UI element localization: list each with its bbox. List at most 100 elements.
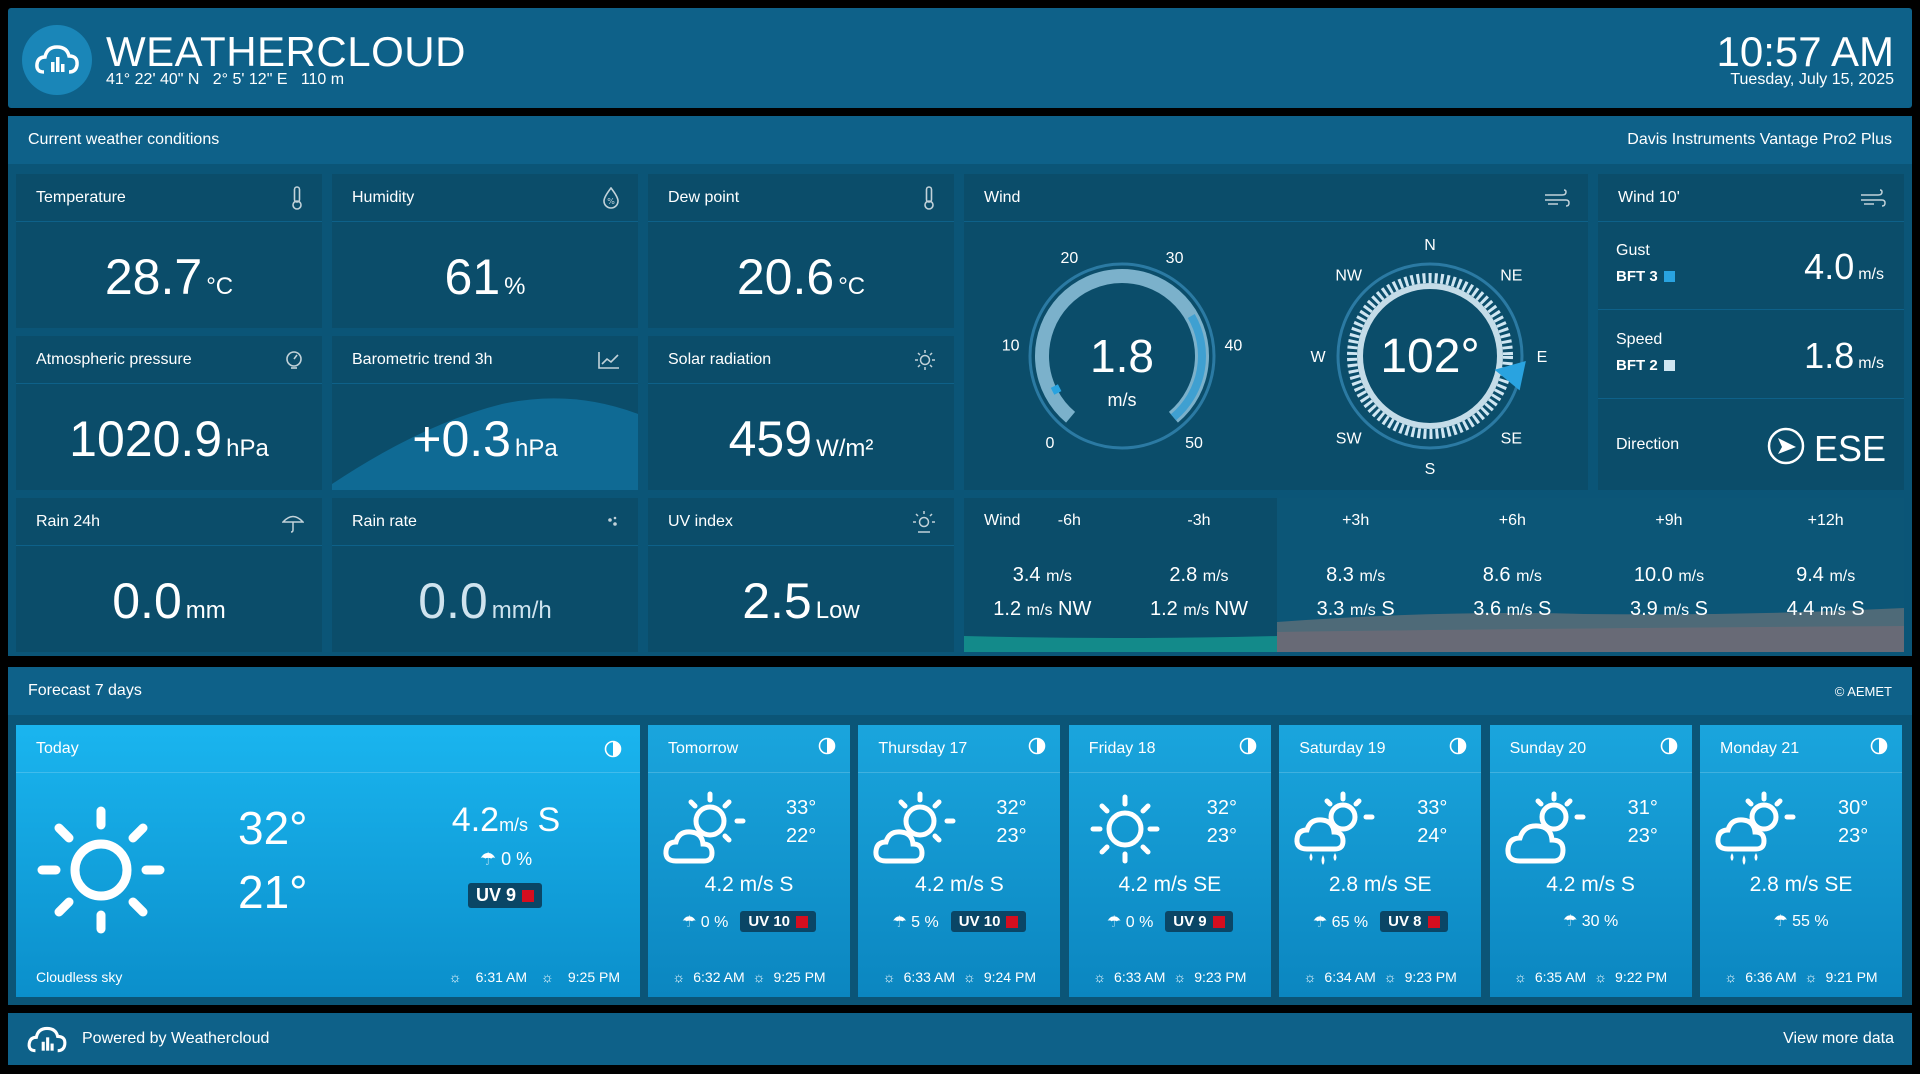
speed-gauge-highlight	[1170, 314, 1206, 421]
forecast-day-card[interactable]: Friday 18 32° 23° 4.2 m/s SE ☂ 0 % UV 9 ☼ 6:33 …	[1068, 725, 1271, 997]
forecast-min-temp: 23°	[996, 825, 1027, 847]
sunrise-icon: ☼	[1513, 969, 1527, 985]
compass-labels: N NE E SE S SW W NW	[1310, 237, 1547, 478]
weathercloud-logo-icon[interactable]	[22, 25, 92, 95]
direction-row: Direction ESE	[1598, 400, 1904, 490]
card-label: Temperature	[36, 188, 126, 206]
card-label: Wind 10'	[1618, 188, 1680, 206]
sunrise-icon: ☼	[882, 969, 896, 985]
speed-beaufort-swatch	[1663, 360, 1675, 371]
view-more-data-link[interactable]: View more data	[1783, 1030, 1894, 1047]
wind-forecast-speed: 9.4	[1796, 564, 1824, 586]
moon-phase-icon	[604, 740, 622, 757]
dewpoint-card[interactable]: Dew point 20.6 °C	[648, 174, 954, 328]
today-sunrise: 6:31 AM	[475, 969, 528, 985]
forecast-sunset: 9:23 PM	[1194, 969, 1247, 985]
humidity-card[interactable]: Humidity % 61%	[332, 174, 638, 328]
forecast-sunrise: 6:35 AM	[1534, 969, 1587, 985]
sunset-icon: ☼	[1594, 969, 1608, 985]
forecast-day-card[interactable]: Saturday 19 33° 24° 2.8 m/s SE ☂ 65 % UV 8 ☼ 6:…	[1279, 725, 1482, 997]
forecast-max-temp: 32°	[1206, 797, 1238, 819]
moon-phase-icon	[818, 737, 836, 760]
wind-card[interactable]: Wind 0 10 20 30 40 50 1.8 m/s N NE E SE S SW W NW 10…	[964, 174, 1588, 490]
direction-arrow-icon	[1767, 427, 1805, 465]
rain-drops-icon	[608, 516, 617, 526]
today-rain-chance: 0 %	[501, 849, 533, 869]
wind-speed-unit: m/s	[1108, 390, 1137, 410]
speed-gauge-tick-label: 10	[1002, 337, 1020, 354]
wind-forecast-card[interactable]: Wind -6h 3.4 m/s 1.2 m/s NW -3h 2.8 m/s 1.2 m…	[964, 498, 1904, 652]
temperature-card[interactable]: Temperature 28.7 °C	[16, 174, 322, 328]
forecast-day-card[interactable]: Thursday 17 32° 23° 4.2 m/s S ☂ 5 % UV 10 ☼ 6:3…	[858, 725, 1061, 997]
today-wind-dir: S	[537, 801, 561, 839]
direction-value: ESE	[1813, 428, 1886, 469]
sunset-icon: ☼	[541, 969, 554, 985]
wind-speed-gauge: 0 10 20 30 40 50 1.8 m/s	[1002, 250, 1243, 452]
forecast-min-temp: 23°	[1206, 825, 1238, 847]
forecast-sunset: 9:24 PM	[983, 969, 1036, 985]
rain24-unit: mm	[185, 597, 226, 624]
rainrate-card[interactable]: Rain rate 0.0 mm/h	[332, 498, 638, 652]
forecast-rain-chance: 0 %	[700, 913, 729, 931]
partly-sunny-icon	[872, 791, 956, 872]
wind-forecast-column: +6h 8.6 m/s 3.6 m/s S	[1434, 498, 1591, 652]
compass-label: N	[1424, 237, 1436, 254]
forecast-day-card[interactable]: Monday 21 30° 23° 2.8 m/s SE ☂ 55 % ☼ 6:36 AM ☼…	[1700, 725, 1902, 997]
gust-value: 4.0	[1804, 246, 1855, 287]
wind-forecast-gust: 1.2	[1149, 598, 1178, 620]
sun-icon	[37, 806, 165, 934]
forecast-today-card[interactable]: Today 32° 21° 4.2m/s S ☂ 0 % UV 9 Cloudl…	[16, 725, 640, 997]
pressure-card[interactable]: Atmospheric pressure 1020.9 hPa	[16, 336, 322, 490]
moon-phase-icon	[1660, 737, 1678, 760]
today-sunset: 9:25 PM	[567, 969, 620, 985]
rain-sun-icon	[1714, 791, 1798, 872]
forecast-day-label: Monday 21	[1720, 739, 1800, 757]
wind10-card[interactable]: Wind 10' Gust BFT 3 4.0 m/s Speed BFT 2 1…	[1598, 174, 1904, 490]
solar-card[interactable]: Solar radiation 459 W/m²	[648, 336, 954, 490]
wind-forecast-speed: 8.6	[1482, 564, 1511, 586]
umbrella-icon	[282, 515, 304, 533]
thermometer-icon	[924, 185, 934, 210]
wind-forecast-unit: m/s	[1359, 568, 1386, 585]
wind-forecast-direction: S	[1538, 598, 1552, 620]
powered-by-link[interactable]: Powered by Weathercloud	[82, 1030, 270, 1047]
uv-sun-icon	[913, 510, 935, 533]
wind-gauges: 0 10 20 30 40 50 1.8 m/s N NE E SE S SW W NW 102°	[1002, 237, 1548, 478]
baro-trend-value: +0.3	[412, 411, 511, 467]
temperature-value: 28.7	[104, 249, 203, 305]
current-conditions-bar: Current weather conditions Davis Instrum…	[8, 116, 1912, 164]
forecast-min-temp: 24°	[1417, 825, 1448, 847]
rain24-card[interactable]: Rain 24h 0.0 mm	[16, 498, 322, 652]
header-bar: WEATHERCLOUD 41° 22' 40" N 2° 5' 12" E 1…	[8, 8, 1912, 108]
forecast-wind: 2.8 m/s SE	[1749, 873, 1853, 896]
wind-forecast-speed: 3.4	[1012, 564, 1041, 586]
today-description: Cloudless sky	[36, 969, 123, 985]
moon-phase-icon	[1239, 737, 1257, 760]
wind-forecast-unit: m/s	[1829, 568, 1856, 585]
forecast-day-card[interactable]: Tomorrow 33° 22° 4.2 m/s S ☂ 0 % UV 10 ☼ 6:32 A…	[648, 725, 850, 997]
umbrella-icon: ☂	[1773, 913, 1788, 930]
forecast-sunset: 9:25 PM	[773, 969, 826, 985]
forecast-sunset: 9:23 PM	[1404, 969, 1457, 985]
moon-phase-icon	[1028, 737, 1046, 760]
baro-trend-card[interactable]: Barometric trend 3h +0.3 hPa	[332, 336, 638, 490]
brand-title: WEATHERCLOUD	[106, 28, 466, 75]
forecast-min-temp: 23°	[1627, 825, 1658, 847]
uv-card[interactable]: UV index 2.5 Low	[648, 498, 954, 652]
wind-forecast-gust: 3.3	[1316, 598, 1345, 620]
forecast-wind: 2.8 m/s SE	[1328, 873, 1432, 896]
section-title: Current weather conditions	[28, 131, 220, 148]
current-date: Tuesday, July 15, 2025	[1730, 71, 1894, 88]
forecast-sunrise: 6:36 AM	[1745, 969, 1797, 985]
wind-forecast-unit: m/s	[1678, 568, 1705, 585]
forecast-day-card[interactable]: Sunday 20 31° 23° 4.2 m/s S ☂ 30 % ☼ 6:35 AM ☼ 9…	[1489, 725, 1692, 997]
wind-forecast-column: -6h 3.4 m/s 1.2 m/s NW	[964, 498, 1121, 652]
gust-row: Gust BFT 3 4.0 m/s	[1598, 222, 1904, 310]
speed-label: Speed	[1616, 331, 1663, 348]
forecast-uv-badge: UV 8	[1380, 911, 1448, 932]
sunset-icon: ☼	[1383, 969, 1397, 985]
current-time: 10:57 AM	[1716, 28, 1894, 75]
today-max-temp: 32°	[238, 802, 308, 854]
card-label: Atmospheric pressure	[36, 350, 192, 368]
umbrella-icon: ☂	[681, 913, 697, 931]
